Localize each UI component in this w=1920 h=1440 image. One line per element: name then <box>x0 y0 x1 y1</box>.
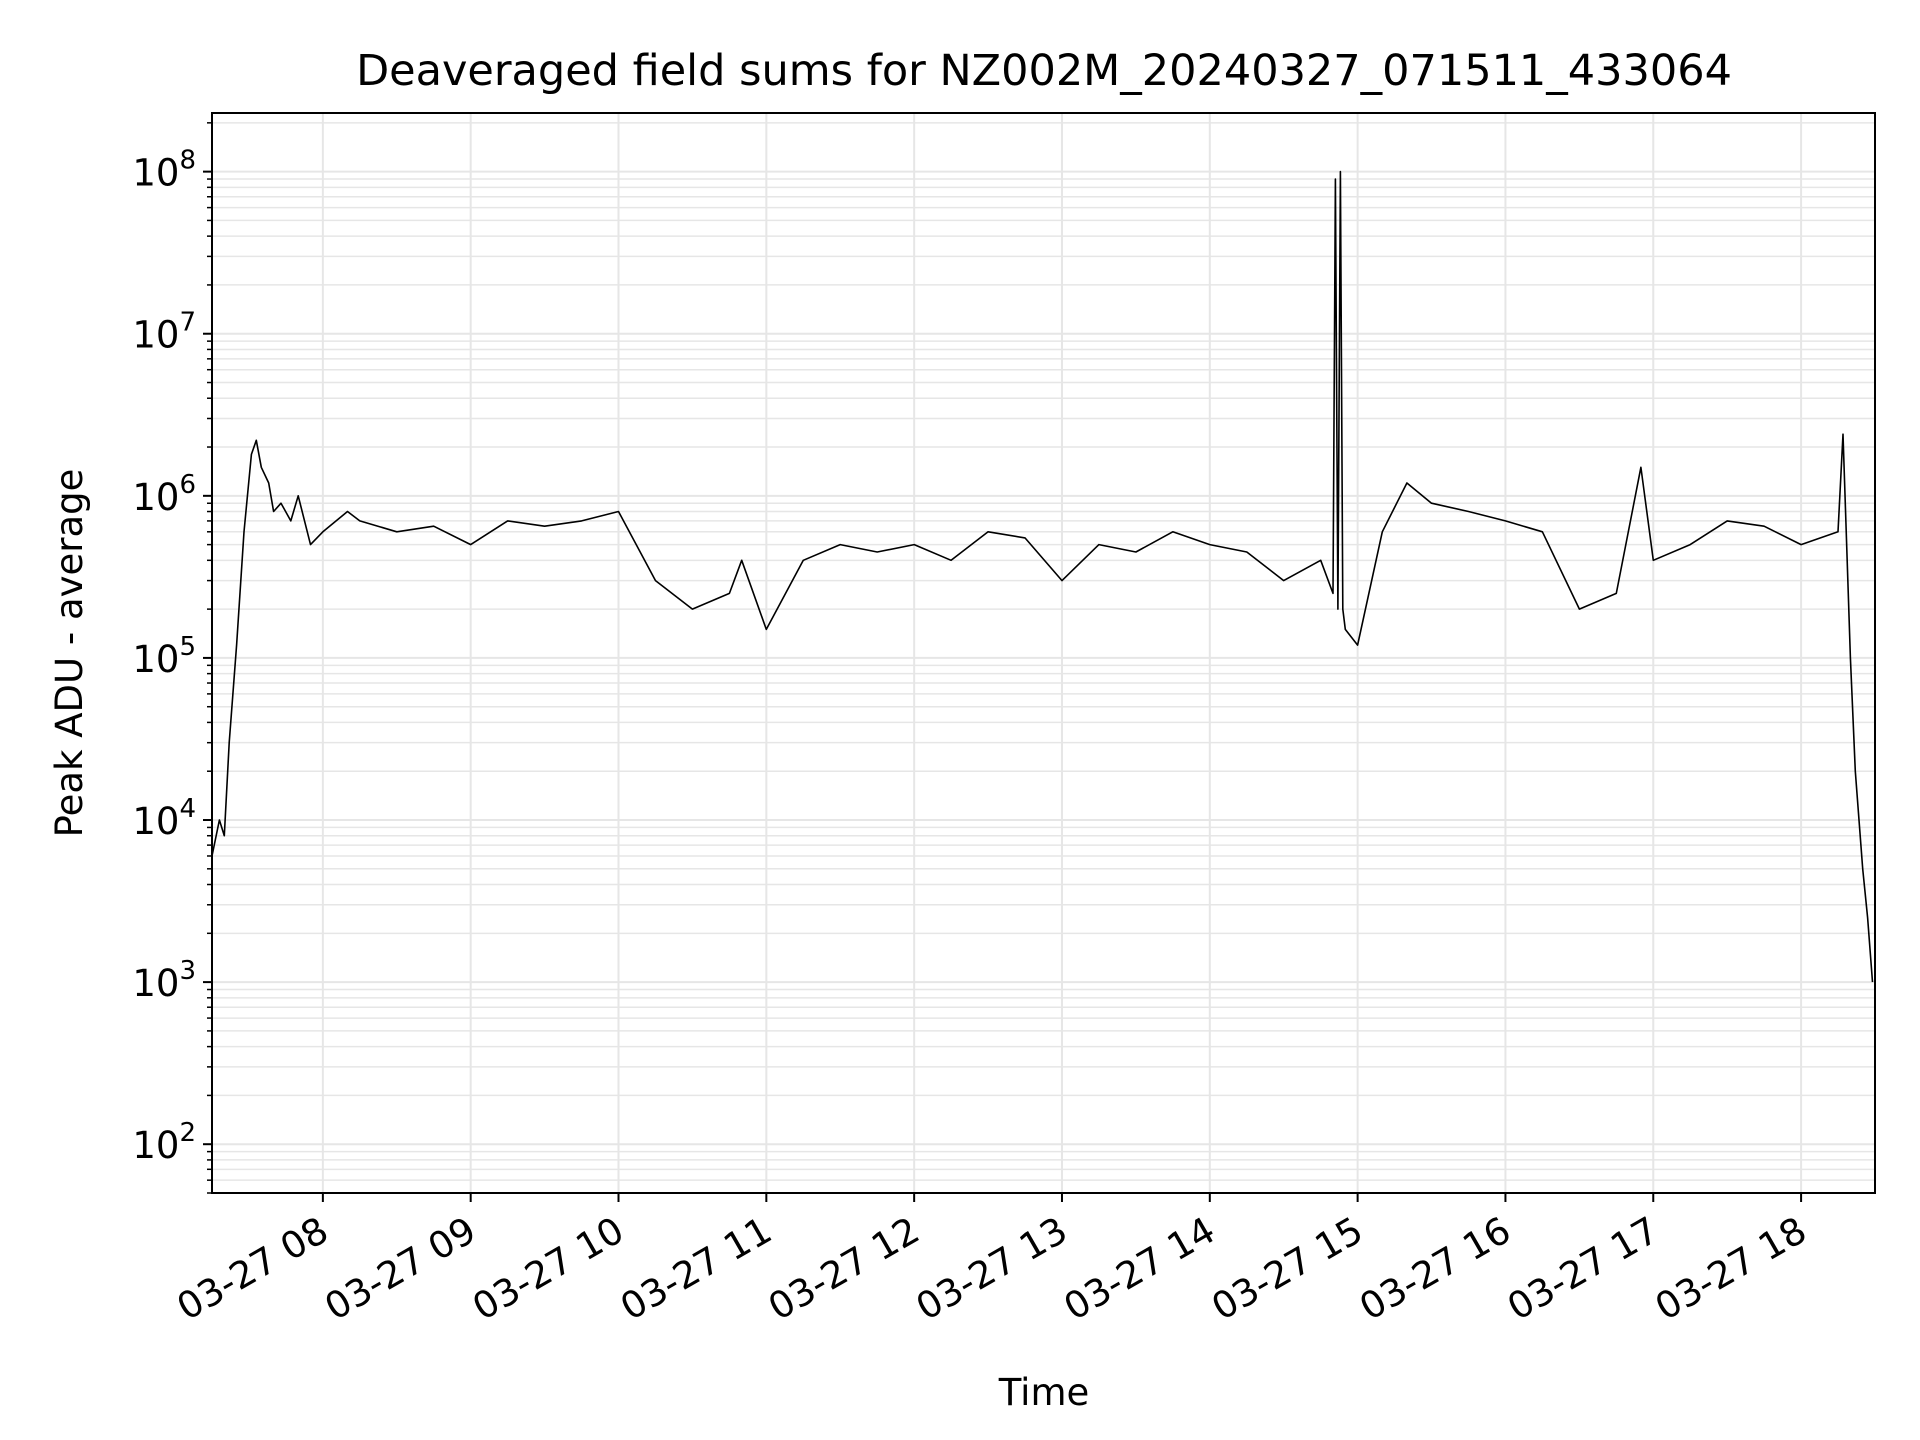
y-tick-label-exponent: 4 <box>179 794 196 824</box>
y-tick-label-exponent: 7 <box>179 308 196 338</box>
y-tick-label: 106 <box>132 470 196 519</box>
x-axis-label: Time <box>998 1371 1090 1414</box>
y-tick-label-base: 10 <box>132 152 179 195</box>
y-tick-label: 108 <box>132 146 196 195</box>
y-tick-label: 102 <box>132 1118 196 1167</box>
y-tick-label-base: 10 <box>132 962 179 1005</box>
y-tick-label-exponent: 3 <box>179 956 196 986</box>
y-tick-label-base: 10 <box>132 1124 179 1167</box>
y-axis-label: Peak ADU - average <box>48 469 91 838</box>
series-line <box>211 170 1874 983</box>
y-tick-label-base: 10 <box>132 638 179 681</box>
y-tick-label: 107 <box>132 308 196 357</box>
y-tick-label-exponent: 6 <box>179 470 196 500</box>
y-tick-label-exponent: 5 <box>179 632 196 662</box>
y-tick-label: 103 <box>132 956 196 1005</box>
y-tick-label: 104 <box>132 794 196 843</box>
y-tick-label: 105 <box>132 632 196 681</box>
y-tick-label-exponent: 8 <box>179 146 196 176</box>
y-tick-label-base: 10 <box>132 800 179 843</box>
y-tick-label-exponent: 2 <box>179 1118 196 1148</box>
chart-title: Deaveraged field sums for NZ002M_2024032… <box>356 46 1732 96</box>
grid <box>212 113 1875 1194</box>
plot-frame <box>211 112 1876 1194</box>
y-tick-label-base: 10 <box>132 314 179 357</box>
series-layer <box>211 170 1874 983</box>
y-tick-label-base: 10 <box>132 476 179 519</box>
